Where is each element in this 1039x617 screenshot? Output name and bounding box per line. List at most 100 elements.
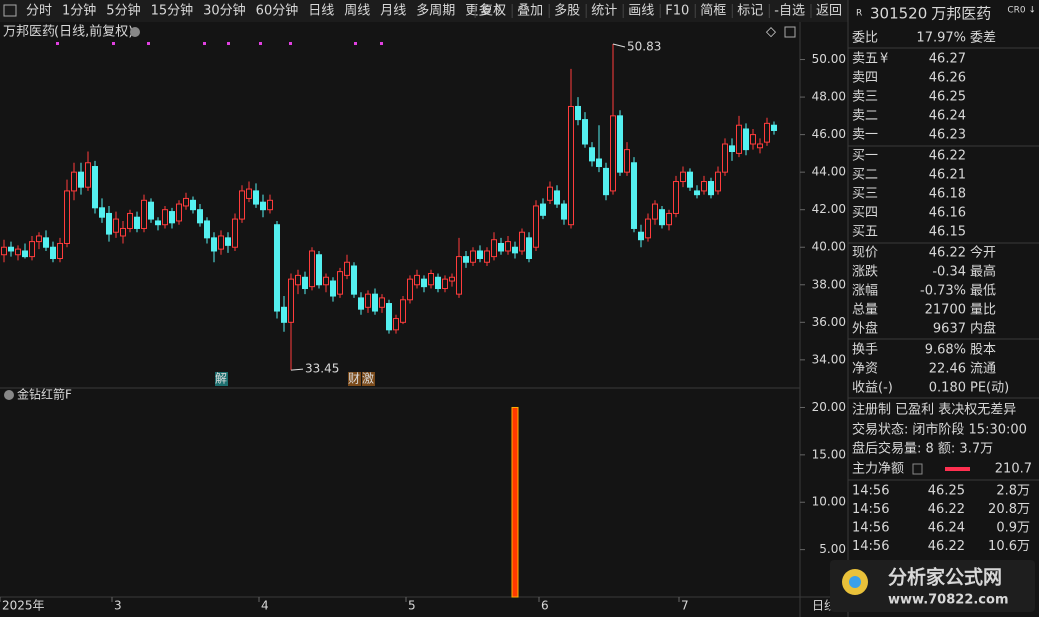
y-tick-label: 42.00 (812, 202, 846, 216)
marker-box (348, 372, 361, 386)
candle-body (365, 293, 371, 308)
candle-body (183, 197, 189, 207)
candle-body (351, 265, 357, 295)
candle-body (316, 254, 322, 286)
logo-name: 分析家公式网 (888, 566, 1002, 589)
book-price: 46.26 (929, 71, 966, 86)
book-label: 买五 (852, 225, 878, 240)
y-tick-label: 5.00 (819, 542, 846, 556)
candle-body (57, 242, 63, 259)
stat-label: 最低 (970, 284, 996, 299)
tool-button[interactable]: 画线 (628, 4, 654, 19)
period-tab[interactable]: 多周期 (416, 3, 455, 19)
tool-button[interactable]: 多股 (554, 3, 580, 19)
stat-label: 总量 (852, 303, 878, 318)
stat-value: 9.68% (925, 343, 966, 358)
candle-body (708, 181, 714, 196)
candle-body (148, 201, 154, 220)
candle-body (43, 237, 49, 248)
period-tab[interactable]: 1分钟 (62, 3, 96, 19)
candle-body (428, 273, 434, 286)
y-tick-label: 50.00 (812, 52, 846, 66)
tool-button[interactable]: 返回 (816, 4, 842, 19)
candle-body (106, 212, 112, 235)
book-label: 卖一 (852, 128, 878, 143)
y-tick-label: 44.00 (812, 165, 846, 179)
candle-body (211, 237, 217, 252)
candle-body (162, 209, 168, 226)
candle-body (477, 250, 483, 259)
period-tab[interactable]: 周线 (344, 4, 370, 19)
y-tick-label: 15.00 (812, 447, 846, 461)
y-tick-label: 36.00 (812, 315, 846, 329)
candle-body (435, 276, 441, 290)
marker: 解 (215, 372, 227, 386)
menu-icon[interactable] (3, 4, 17, 17)
marker-box (215, 372, 228, 386)
stat-label: 收益(-) (852, 381, 893, 396)
stock-name: 万邦医药 (931, 5, 991, 23)
x-tick-label: 7 (681, 599, 689, 613)
tick-price: 46.25 (928, 484, 965, 499)
candle-body (554, 190, 560, 205)
period-tab[interactable]: 更多 〉 (465, 3, 508, 19)
candle-body (218, 235, 224, 250)
candle-body (99, 207, 105, 218)
marker: 激 (362, 372, 374, 386)
candle-body (197, 209, 203, 224)
candle-body (442, 278, 448, 290)
period-tab[interactable]: 30分钟 (203, 3, 246, 19)
candle-body (190, 199, 196, 211)
settings-icon[interactable] (130, 27, 140, 37)
candle-body (204, 220, 210, 239)
candle-body (491, 239, 497, 258)
candle-body (568, 105, 574, 226)
tool-button[interactable]: 复权 (480, 3, 506, 19)
candle-body (267, 199, 273, 211)
candle-body (666, 212, 672, 226)
candle-body (358, 297, 364, 310)
tool-button[interactable]: 简框 (700, 3, 726, 19)
tags: 注册制 已盈利 表决权无差异 (852, 402, 1016, 418)
candle-body (260, 201, 266, 211)
diamond-icon[interactable]: ◇ (766, 25, 776, 40)
event-dots (56, 42, 383, 45)
stat-label: 涨幅 (852, 284, 878, 299)
candle-body (246, 188, 252, 199)
tick-volume: 20.8万 (988, 502, 1030, 517)
period-tab[interactable]: 月线 (380, 4, 406, 19)
stat-value: -0.73% (920, 284, 966, 299)
book-price: 46.22 (929, 149, 966, 164)
book-price: 46.18 (929, 187, 966, 202)
candle-body (120, 227, 126, 237)
label: 委差 (970, 31, 996, 46)
indicator-icon[interactable] (4, 390, 14, 400)
candle-body (253, 190, 259, 205)
stat-label: 量比 (970, 303, 996, 318)
x-tick-label: 5 (408, 599, 416, 613)
period-tab[interactable]: 分时 (26, 4, 52, 19)
candle-body (29, 241, 35, 258)
logo-url: www.70822.com (888, 593, 1009, 608)
candle-body (743, 128, 749, 151)
candle-body (78, 171, 84, 188)
period-tab[interactable]: 60分钟 (256, 3, 299, 19)
candle-body (484, 250, 490, 263)
y-tick-label: 20.00 (812, 400, 846, 414)
window-icon[interactable] (784, 26, 796, 38)
tick-price: 46.22 (928, 539, 965, 554)
tool-button[interactable]: 统计 (591, 4, 617, 19)
tool-button[interactable]: 标记 (737, 4, 763, 19)
period-tab[interactable]: 15分钟 (151, 3, 194, 19)
candle-body (337, 271, 343, 295)
candle-body (1, 246, 7, 256)
candle-body (449, 276, 455, 282)
period-tab[interactable]: 日线 (308, 4, 334, 19)
candle-body (274, 224, 280, 312)
chart-title: 万邦医药 (3, 25, 55, 40)
tool-button[interactable]: F10 (665, 4, 689, 19)
period-tab[interactable]: 5分钟 (106, 3, 140, 19)
candle-body (694, 190, 700, 196)
tool-button[interactable]: 叠加 (517, 4, 543, 19)
tool-button[interactable]: -自选 (774, 4, 805, 19)
